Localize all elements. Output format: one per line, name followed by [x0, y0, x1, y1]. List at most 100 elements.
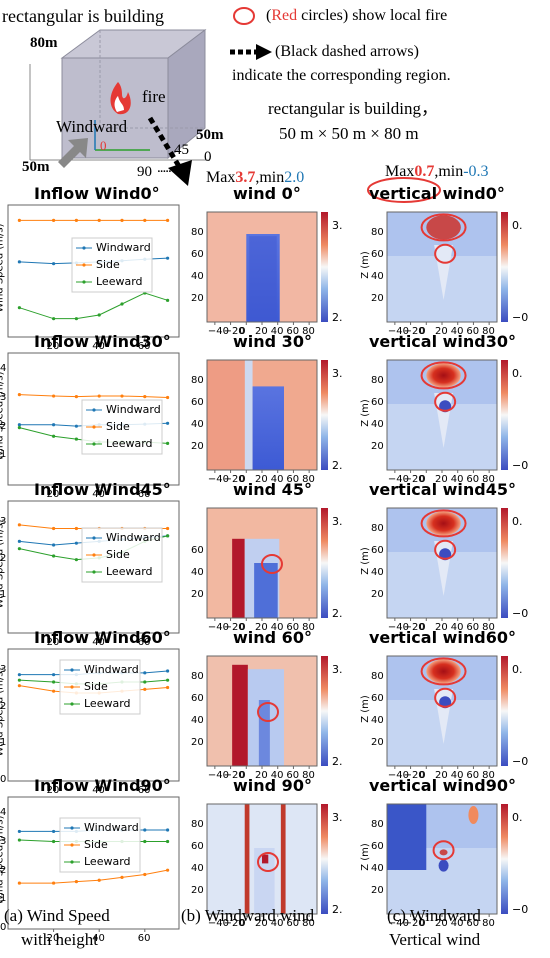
series-point-windward — [166, 256, 170, 260]
x-tick-label: 60 — [137, 933, 151, 944]
series-point-windward — [166, 828, 170, 832]
colorbar-tick-label: 0. — [512, 515, 523, 528]
colorbar-tick-label: 0. — [512, 367, 523, 380]
x-tick-label: 40 — [92, 489, 105, 500]
series-point-windward — [143, 828, 147, 832]
x-tick-label: 60 — [286, 622, 300, 633]
line-chart-ylabel: Wind Speed (m/s) — [0, 815, 6, 905]
x-tick-label: 20 — [255, 326, 268, 337]
colorbar-bottom-label: −0 — [512, 607, 529, 620]
series-point-side — [17, 881, 21, 885]
x-tick-label: 60 — [137, 341, 151, 352]
legend-label: Side — [84, 838, 108, 851]
x-tick-label: 60 — [466, 770, 480, 781]
heatmap-mid-2 — [206, 507, 328, 621]
series-point-leeward — [97, 313, 101, 317]
series-point-side — [120, 394, 124, 398]
series-point-leeward — [74, 317, 78, 321]
series-point-leeward — [17, 306, 21, 310]
x-tick-label: 0 — [239, 474, 246, 485]
x-tick-label: 20 — [435, 622, 448, 633]
legend-label: Side — [106, 420, 130, 433]
series-point-side — [74, 526, 78, 531]
y-tick-label: 0 — [0, 922, 7, 933]
x-tick-label: 20 — [255, 918, 268, 929]
caption-b: (b) Windward wind — [181, 906, 315, 925]
x-tick-label: −40 — [207, 770, 229, 781]
colorbar-bottom-label: −0 — [512, 755, 529, 768]
y-tick-label: 60 — [191, 545, 204, 556]
x-tick-label: 60 — [286, 474, 300, 485]
colorbar — [501, 656, 508, 766]
x-tick-label: 40 — [92, 785, 105, 796]
x-tick-label: 40 — [92, 933, 105, 944]
y-tick-label: 40 — [371, 419, 384, 430]
y-tick-label: 80 — [371, 375, 384, 386]
series-point-windward — [143, 671, 147, 675]
y-tick-label: 2 — [0, 700, 7, 712]
x-tick-label: 20 — [46, 933, 60, 944]
x-tick-label: −40 — [387, 474, 409, 485]
building-diagram — [29, 28, 210, 186]
building-note: rectangular is building — [2, 6, 164, 26]
wake-core — [258, 700, 270, 766]
colorbar — [321, 508, 328, 618]
colorbar-bottom-label: −0 — [512, 311, 529, 324]
legend-marker — [70, 843, 74, 847]
series-point-side — [52, 526, 56, 531]
fire-circle — [434, 243, 457, 264]
colorbar-bottom-label: −0 — [512, 459, 529, 472]
series-point-leeward — [17, 678, 21, 682]
series-point-leeward — [17, 426, 21, 430]
x-tick-label: 20 — [435, 474, 448, 485]
fire-circle — [257, 702, 279, 722]
series-point-leeward — [52, 680, 56, 684]
x-tick-label: −20 — [223, 622, 245, 633]
legend-marker — [92, 408, 96, 412]
series-point-leeward — [74, 437, 78, 441]
legend-red-word: Red — [271, 7, 298, 24]
legend-marker — [92, 442, 96, 446]
heatmap-title: vertical wind30° — [369, 332, 517, 351]
x-tick-label: 20 — [255, 474, 268, 485]
fire-circle — [432, 840, 455, 861]
vert-min-text: ,min — [434, 163, 464, 180]
legend-arrow-line1: (Black dashed arrows) — [275, 43, 419, 60]
line-chart-3 — [7, 648, 180, 784]
y-tick-label: 40 — [371, 567, 384, 578]
x-tick-label: 80 — [302, 918, 315, 929]
x-tick-label: 20 — [435, 918, 448, 929]
y-tick-label: 4 — [0, 363, 7, 375]
building-core — [249, 236, 277, 322]
legend-red-rest: circles) show local fire — [297, 7, 448, 24]
colorbar — [501, 508, 508, 618]
y-tick-label: 40 — [191, 863, 204, 874]
series-point-windward — [52, 673, 56, 677]
x-tick-label: 60 — [286, 918, 300, 929]
series-point-windward — [74, 424, 78, 428]
y-tick-label: 40 — [191, 715, 204, 726]
angle-0-label: 0 — [204, 149, 212, 165]
series-point-side — [143, 872, 147, 877]
colorbar — [321, 804, 328, 914]
x-tick-label: 0 — [419, 326, 426, 337]
heatmap-title: wind 45° — [233, 480, 312, 499]
x-tick-label: −20 — [403, 474, 425, 485]
legend-marker — [82, 246, 86, 250]
series-point-side — [120, 875, 124, 879]
y-tick-label: 80 — [191, 819, 204, 830]
y-tick-label: 2 — [0, 552, 7, 564]
line-chart-2 — [7, 500, 180, 636]
series-point-leeward — [120, 302, 124, 306]
x-tick-label: 0 — [239, 918, 246, 929]
legend-label: Leeward — [106, 437, 153, 450]
x-tick-label: 40 — [450, 770, 464, 781]
colorbar-tick-label: 3. — [332, 811, 343, 824]
x-tick-label: −40 — [207, 474, 229, 485]
colorbar-bottom-label: 2. — [332, 755, 343, 768]
x-tick-label: 60 — [466, 474, 480, 485]
colorbar-tick-label: 0. — [512, 663, 523, 676]
heatmap-ylabel: Z (m) — [359, 843, 371, 871]
x-tick-label: −20 — [403, 622, 425, 633]
